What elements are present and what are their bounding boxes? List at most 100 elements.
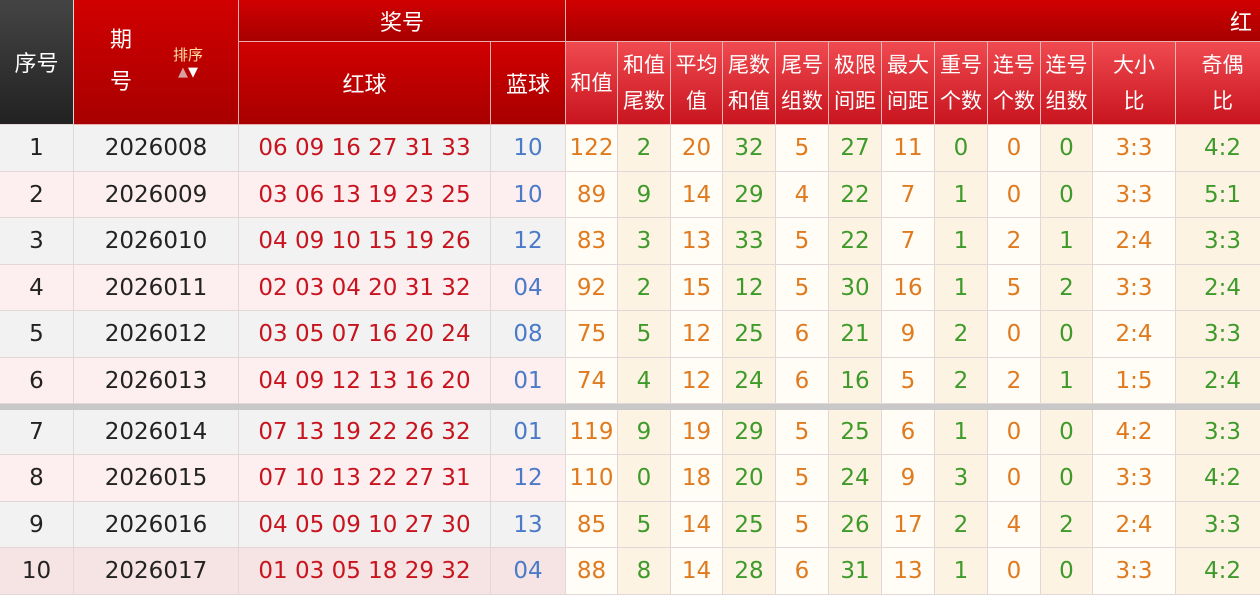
row-blue-ball: 10 — [491, 125, 566, 172]
row-stat: 12 — [723, 265, 776, 311]
row-stat: 6 — [776, 358, 829, 404]
row-stat: 25 — [723, 311, 776, 358]
row-stat: 22 — [829, 218, 882, 265]
row-stat: 3:3 — [1176, 502, 1260, 548]
header-col: 连号 组数 — [1041, 42, 1093, 125]
row-stat: 0 — [1041, 548, 1093, 595]
row-seq: 3 — [0, 218, 74, 265]
row-issue: 2026012 — [74, 311, 239, 358]
row-stat: 19 — [671, 410, 723, 455]
row-stat: 1 — [935, 172, 988, 218]
row-stat: 12 — [671, 311, 723, 358]
row-stat: 3:3 — [1093, 125, 1176, 172]
row-issue: 2026013 — [74, 358, 239, 404]
row-stat: 5 — [618, 502, 671, 548]
row-stat: 119 — [566, 410, 618, 455]
row-stat: 2:4 — [1093, 502, 1176, 548]
row-stat: 26 — [829, 502, 882, 548]
row-blue-ball: 12 — [491, 218, 566, 265]
row-stat: 85 — [566, 502, 618, 548]
row-stat: 30 — [829, 265, 882, 311]
row-red-balls: 02 03 04 20 31 32 — [239, 265, 491, 311]
row-seq: 4 — [0, 265, 74, 311]
row-stat: 2:4 — [1176, 265, 1260, 311]
row-stat: 4:2 — [1093, 410, 1176, 455]
row-issue: 2026016 — [74, 502, 239, 548]
row-blue-ball: 13 — [491, 502, 566, 548]
row-stat: 1 — [935, 218, 988, 265]
row-stat: 12 — [671, 358, 723, 404]
row-stat: 0 — [935, 125, 988, 172]
row-blue-ball: 10 — [491, 172, 566, 218]
row-stat: 0 — [1041, 311, 1093, 358]
row-stat: 4 — [988, 502, 1041, 548]
row-stat: 3:3 — [1176, 410, 1260, 455]
row-stat: 29 — [723, 172, 776, 218]
row-blue-ball: 08 — [491, 311, 566, 358]
row-stat: 0 — [988, 311, 1041, 358]
issue-label: 期号 — [109, 28, 132, 95]
row-stat: 17 — [882, 502, 935, 548]
row-stat: 16 — [882, 265, 935, 311]
row-stat: 1 — [935, 410, 988, 455]
row-red-balls: 01 03 05 18 29 32 — [239, 548, 491, 595]
row-stat: 75 — [566, 311, 618, 358]
row-stat: 4:2 — [1176, 125, 1260, 172]
row-stat: 1 — [935, 548, 988, 595]
row-red-balls: 03 05 07 16 20 24 — [239, 311, 491, 358]
row-stat: 13 — [671, 218, 723, 265]
row-divider — [0, 404, 1260, 410]
header-issue[interactable]: 期号 排序 ▲▼ — [74, 0, 239, 125]
row-stat: 0 — [1041, 125, 1093, 172]
row-stat: 2:4 — [1093, 218, 1176, 265]
row-stat: 22 — [829, 172, 882, 218]
row-seq: 1 — [0, 125, 74, 172]
row-stat: 2 — [618, 265, 671, 311]
row-stat: 3 — [935, 455, 988, 502]
row-stat: 9 — [882, 455, 935, 502]
row-stat: 9 — [882, 311, 935, 358]
row-issue: 2026008 — [74, 125, 239, 172]
row-stat: 20 — [671, 125, 723, 172]
row-stat: 32 — [723, 125, 776, 172]
row-issue: 2026014 — [74, 410, 239, 455]
row-stat: 7 — [882, 218, 935, 265]
row-stat: 25 — [723, 502, 776, 548]
row-stat: 4:2 — [1176, 548, 1260, 595]
row-stat: 5 — [776, 218, 829, 265]
row-red-balls: 06 09 16 27 31 33 — [239, 125, 491, 172]
row-red-balls: 04 09 10 15 19 26 — [239, 218, 491, 265]
row-stat: 28 — [723, 548, 776, 595]
row-seq: 8 — [0, 455, 74, 502]
row-stat: 5 — [776, 410, 829, 455]
row-stat: 6 — [776, 548, 829, 595]
row-stat: 5 — [776, 502, 829, 548]
row-stat: 3:3 — [1176, 218, 1260, 265]
row-stat: 15 — [671, 265, 723, 311]
header-col: 尾数 和值 — [723, 42, 776, 125]
row-stat: 0 — [1041, 410, 1093, 455]
row-stat: 0 — [988, 125, 1041, 172]
row-issue: 2026015 — [74, 455, 239, 502]
row-seq: 6 — [0, 358, 74, 404]
row-seq: 7 — [0, 410, 74, 455]
row-seq: 2 — [0, 172, 74, 218]
row-stat: 18 — [671, 455, 723, 502]
row-stat: 74 — [566, 358, 618, 404]
row-stat: 5 — [882, 358, 935, 404]
header-col: 连号 个数 — [988, 42, 1041, 125]
row-stat: 2 — [1041, 265, 1093, 311]
row-stat: 0 — [988, 410, 1041, 455]
row-stat: 2:4 — [1093, 311, 1176, 358]
row-stat: 14 — [671, 548, 723, 595]
sort-button[interactable]: 排序 ▲▼ — [173, 44, 203, 80]
row-issue: 2026011 — [74, 265, 239, 311]
row-stat: 5 — [618, 311, 671, 358]
row-stat: 31 — [829, 548, 882, 595]
row-stat: 0 — [618, 455, 671, 502]
row-stat: 0 — [988, 548, 1041, 595]
row-stat: 2 — [935, 502, 988, 548]
row-stat: 21 — [829, 311, 882, 358]
row-stat: 2 — [935, 311, 988, 358]
row-stat: 92 — [566, 265, 618, 311]
